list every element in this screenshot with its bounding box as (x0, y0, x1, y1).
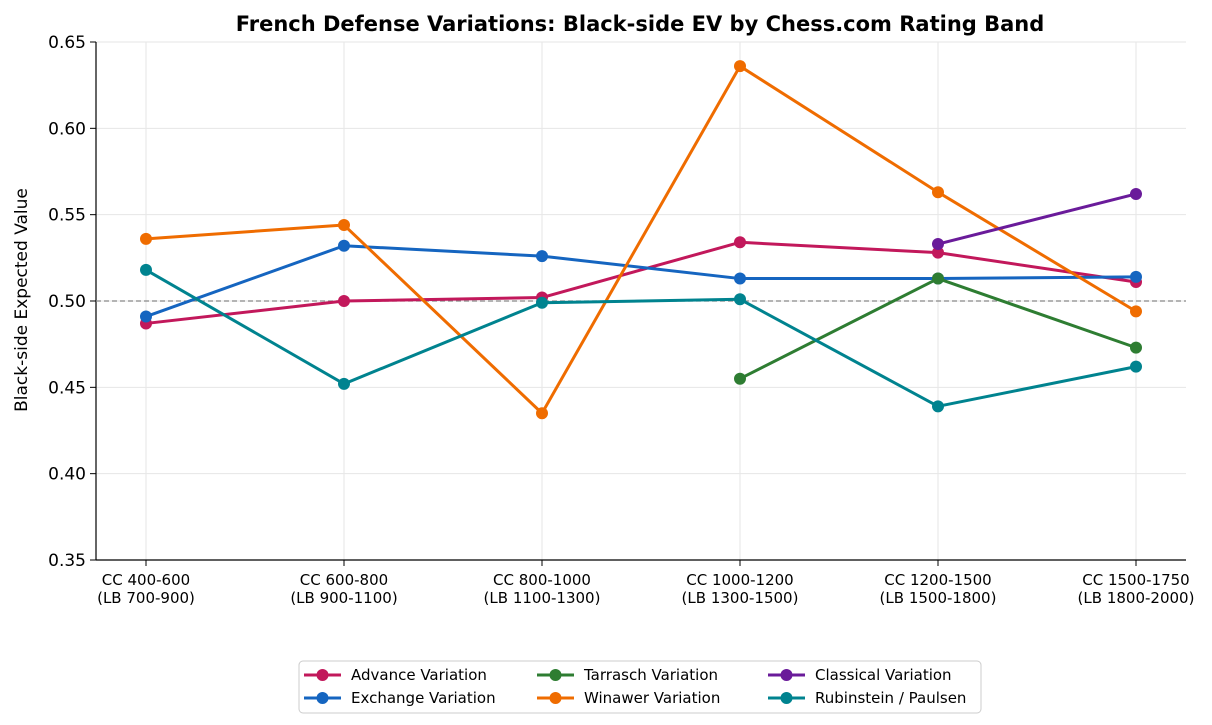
data-point (140, 232, 152, 245)
x-tick-label-line: (LB 1100-1300) (484, 589, 601, 607)
y-tick-label: 0.60 (48, 119, 86, 139)
legend-label: Exchange Variation (351, 689, 496, 707)
x-tick-label: CC 1200-1500 (LB 1500-1800) (880, 571, 997, 607)
legend-item: Exchange Variation (304, 689, 496, 707)
data-point (140, 263, 152, 276)
series-line (144, 240, 1138, 325)
x-tick-label-line: (LB 900-1100) (290, 589, 397, 607)
x-tick-label: CC 600-800 (LB 900-1100) (290, 571, 397, 607)
data-point (734, 372, 746, 385)
series-line (936, 192, 1138, 246)
x-tick-label-line: CC 400-600 (102, 571, 190, 589)
y-tick-labels: 0.35 0.40 0.45 0.50 0.55 0.60 0.65 (48, 33, 86, 571)
legend-item: Classical Variation (768, 666, 952, 684)
legend-item: Tarrasch Variation (537, 666, 718, 684)
series-classical-variation (932, 187, 1142, 251)
data-point (932, 186, 944, 199)
series-line (144, 244, 1138, 319)
data-point (1130, 360, 1142, 373)
legend-swatch-marker (316, 669, 329, 681)
legend-box (298, 660, 982, 714)
x-tick-label-line: (LB 1300-1500) (682, 589, 799, 607)
legend-swatch-marker (549, 692, 562, 704)
data-point (1130, 341, 1142, 354)
data-point (1130, 270, 1142, 283)
series-line (144, 64, 1138, 415)
x-tick-label: CC 800-1000 (LB 1100-1300) (484, 571, 601, 607)
legend-swatch-marker (549, 669, 562, 681)
x-tick-label-line: (LB 700-900) (97, 589, 195, 607)
legend-label: Winawer Variation (584, 689, 720, 707)
x-tick-label-line: (LB 1800-2000) (1078, 589, 1195, 607)
legend-label: Advance Variation (351, 666, 487, 684)
data-point (734, 60, 746, 73)
series-line (144, 268, 1138, 408)
data-point (932, 238, 944, 251)
data-point (338, 295, 350, 307)
data-point (338, 377, 350, 390)
y-tick-label: 0.45 (48, 378, 86, 398)
legend-swatch-marker (780, 692, 793, 704)
data-point (734, 236, 746, 249)
data-point (1130, 187, 1142, 200)
data-point (734, 272, 746, 285)
series-group (140, 60, 1142, 420)
axes (90, 41, 1186, 566)
legend: Advance Variation Exchange Variation Tarra… (298, 660, 982, 714)
data-point (338, 219, 350, 232)
x-tick-labels: CC 400-600 (LB 700-900) CC 600-800 (LB 900-… (97, 571, 1194, 607)
x-tick-label-line: CC 800-1000 (493, 571, 591, 589)
data-point (932, 246, 944, 259)
legend-label: Classical Variation (815, 666, 952, 684)
series-rubinstein-paulsen (140, 263, 1142, 413)
legend-item: Rubinstein / Paulsen (768, 689, 966, 707)
x-tick-label-line: CC 1500-1750 (1082, 571, 1189, 589)
y-tick-label: 0.65 (48, 33, 86, 53)
legend-label: Rubinstein / Paulsen (815, 689, 966, 707)
data-point (932, 400, 944, 413)
x-tick-label-line: CC 600-800 (300, 571, 388, 589)
legend-swatch-marker (780, 669, 793, 681)
x-tick-label-line: (LB 1500-1800) (880, 589, 997, 607)
data-point (536, 250, 548, 263)
y-tick-label: 0.55 (48, 206, 86, 226)
series-advance-variation (140, 236, 1142, 330)
series-winawer-variation (140, 60, 1142, 420)
x-tick-label: CC 1000-1200 (LB 1300-1500) (682, 571, 799, 607)
legend-item: Winawer Variation (537, 689, 720, 707)
x-tick-label: CC 400-600 (LB 700-900) (97, 571, 195, 607)
x-tick-label-line: CC 1200-1500 (884, 571, 991, 589)
y-tick-label: 0.50 (48, 292, 86, 312)
y-axis-label: Black-side Expected Value (12, 188, 32, 412)
legend-swatch-marker (316, 692, 329, 704)
series-tarrasch-variation (734, 272, 1142, 385)
data-point (932, 272, 944, 285)
data-point (338, 239, 350, 252)
y-tick-label: 0.35 (48, 551, 86, 571)
series-exchange-variation (140, 239, 1142, 323)
x-tick-label-line: CC 1000-1200 (686, 571, 793, 589)
data-point (536, 407, 548, 420)
data-point (536, 296, 548, 309)
data-point (734, 293, 746, 306)
data-point (140, 310, 152, 323)
legend-label: Tarrasch Variation (583, 666, 718, 684)
x-tick-label: CC 1500-1750 (LB 1800-2000) (1078, 571, 1195, 607)
y-tick-label: 0.40 (48, 465, 86, 485)
chart-title: French Defense Variations: Black-side EV… (236, 12, 1045, 36)
legend-item: Advance Variation (304, 666, 487, 684)
data-point (1130, 305, 1142, 318)
